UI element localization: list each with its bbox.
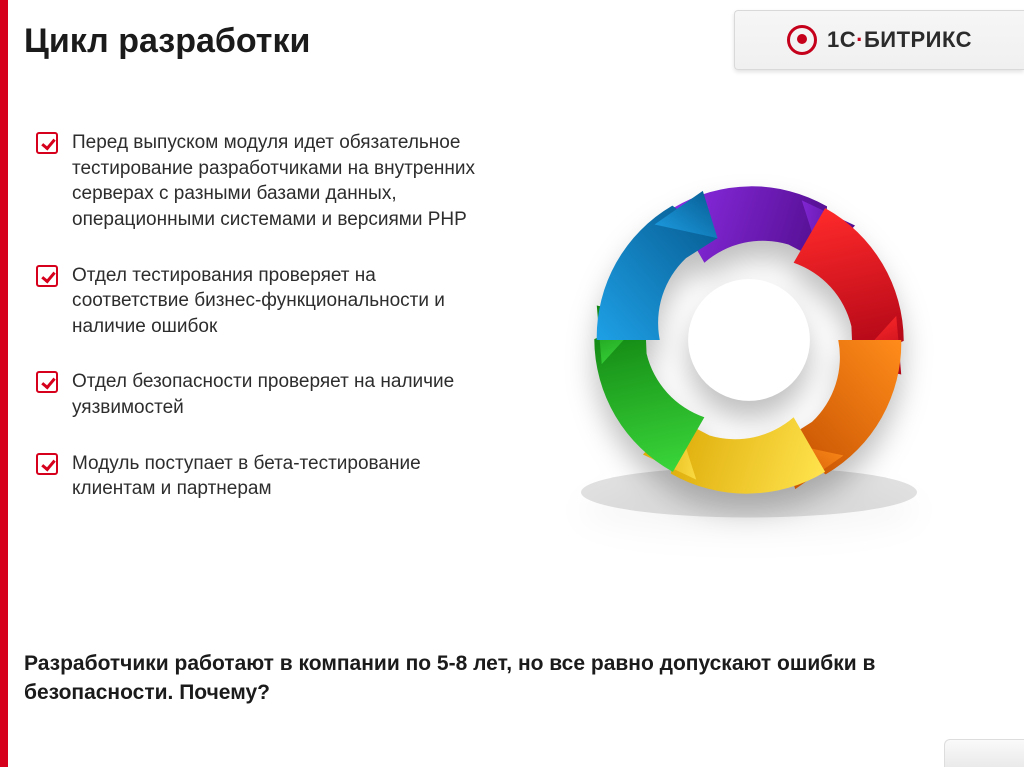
bullet-text: Модуль поступает в бета-тестирование кли… [72,451,476,502]
brand-secondary: БИТРИКС [864,27,972,52]
bullet-text: Отдел тестирования проверяет на соответс… [72,263,476,340]
accent-stripe [0,0,8,767]
cycle-diagram [514,130,984,550]
brand-primary: 1С [827,27,856,52]
checkmark-icon [36,265,58,287]
corner-decoration [944,739,1024,767]
checkmark-icon [36,371,58,393]
checkmark-icon [36,132,58,154]
list-item: Отдел тестирования проверяет на соответс… [36,263,476,340]
bullet-text: Перед выпуском модуля идет обязательное … [72,130,476,233]
bullet-text: Отдел безопасности проверяет на наличие … [72,369,476,420]
list-item: Перед выпуском модуля идет обязательное … [36,130,476,233]
brand-name: 1С·БИТРИКС [827,27,972,53]
footnote: Разработчики работают в компании по 5-8 … [24,650,944,707]
checkmark-icon [36,453,58,475]
bullet-list: Перед выпуском модуля идет обязательное … [36,130,476,532]
list-item: Отдел безопасности проверяет на наличие … [36,369,476,420]
bitrix-logo-icon [787,25,817,55]
slide: Цикл разработки 1С·БИТРИКС Перед выпуско… [0,0,1024,767]
list-item: Модуль поступает в бета-тестирование кли… [36,451,476,502]
page-title: Цикл разработки [24,22,310,61]
brand-logo: 1С·БИТРИКС [734,10,1024,70]
